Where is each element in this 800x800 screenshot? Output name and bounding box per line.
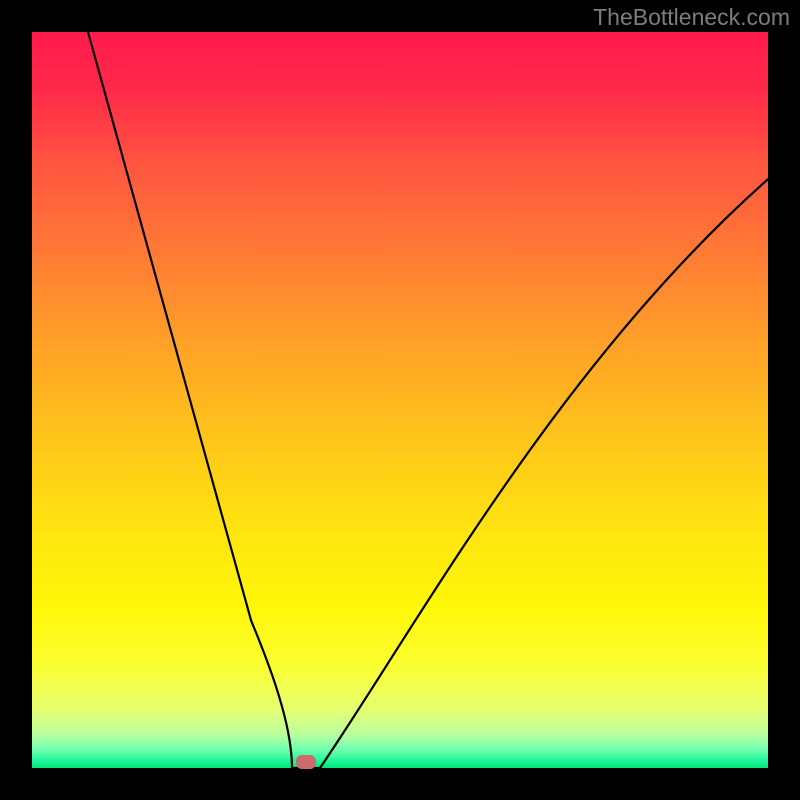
watermark-text: TheBottleneck.com — [593, 4, 790, 31]
gradient-plot-area — [32, 32, 768, 768]
optimum-marker — [296, 755, 316, 769]
